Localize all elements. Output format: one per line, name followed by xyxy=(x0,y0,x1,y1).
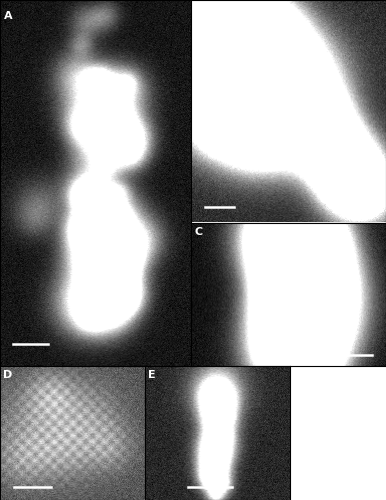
Text: B: B xyxy=(195,6,203,16)
Text: D: D xyxy=(3,370,12,380)
Text: A: A xyxy=(4,11,12,21)
Text: C: C xyxy=(195,227,203,237)
Text: E: E xyxy=(148,370,155,380)
